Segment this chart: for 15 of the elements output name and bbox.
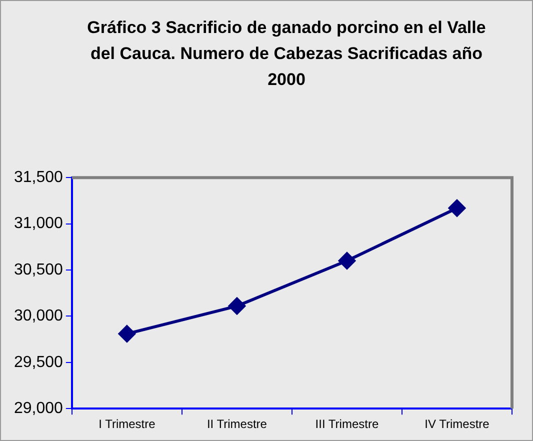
chart-title: Gráfico 3 Sacrificio de ganado porcino en el Valle del Cauca. Numero de Cabezas Sacrificadas año 2000 bbox=[86, 17, 487, 91]
point bbox=[118, 325, 136, 342]
y-tick-label: 31,500 bbox=[14, 169, 64, 186]
y-tick-label: 30,000 bbox=[14, 308, 64, 325]
x-tick-label: I Trimestre bbox=[98, 417, 156, 432]
y-tick-label: 30,500 bbox=[14, 261, 64, 278]
point bbox=[338, 252, 356, 270]
x-tick-label: IV Trimestre bbox=[424, 417, 490, 432]
y-tick-label: 31,000 bbox=[14, 215, 64, 232]
x-tick-label: III Trimestre bbox=[315, 417, 379, 432]
point bbox=[448, 200, 466, 217]
y-tick-label: 29,000 bbox=[14, 400, 64, 418]
point bbox=[228, 298, 246, 315]
y-tick-label: 29,500 bbox=[14, 354, 64, 371]
x-tick-label: II Trimestre bbox=[206, 417, 268, 432]
